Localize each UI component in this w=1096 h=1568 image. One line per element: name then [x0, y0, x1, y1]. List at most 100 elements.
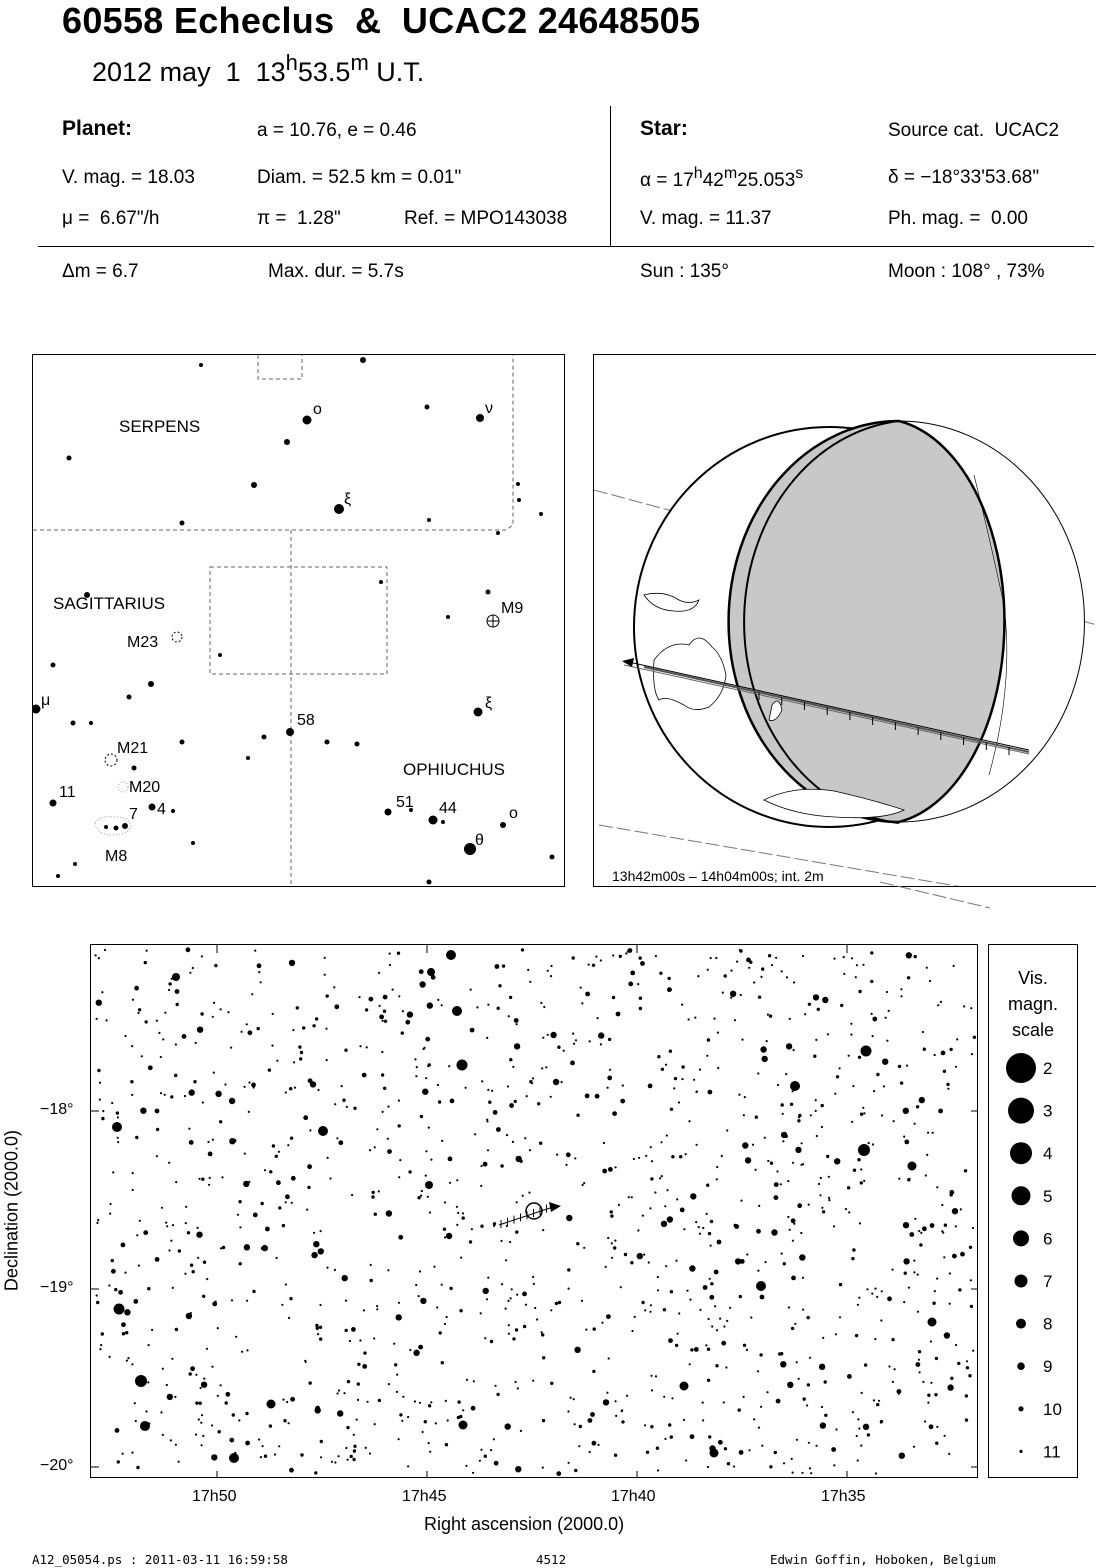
- field-star: [314, 1471, 318, 1475]
- field-star: [757, 1426, 761, 1429]
- dec-tick-label: −20°: [40, 1457, 74, 1474]
- field-star: [769, 1161, 774, 1165]
- field-star: [780, 1103, 784, 1107]
- field-star: [807, 1002, 812, 1006]
- field-star: [290, 1201, 293, 1204]
- field-star: [713, 1269, 719, 1275]
- field-star: [959, 1208, 962, 1211]
- field-star: [607, 1037, 612, 1042]
- field-star: [351, 1327, 356, 1332]
- field-star: [426, 1195, 429, 1198]
- field-star: [211, 1015, 214, 1018]
- field-star: [243, 1085, 246, 1088]
- field-star: [507, 1332, 510, 1335]
- field-star: [828, 1199, 831, 1202]
- field-star: [114, 1287, 118, 1292]
- field-star: [613, 1246, 617, 1250]
- field-star: [919, 1243, 923, 1247]
- field-star: [207, 1140, 210, 1144]
- field-star: [170, 1095, 174, 1099]
- star-label: 58: [297, 712, 315, 729]
- field-star: [860, 1391, 863, 1394]
- field-star: [534, 1306, 537, 1310]
- field-star: [494, 1384, 497, 1387]
- field-star: [734, 1224, 739, 1229]
- field-star: [206, 1278, 209, 1281]
- field-star: [679, 1155, 683, 1159]
- field-star: [955, 1343, 958, 1347]
- bright-star: [679, 1381, 689, 1391]
- field-star: [436, 1083, 439, 1087]
- field-star: [880, 1319, 883, 1322]
- field-star: [224, 1401, 228, 1405]
- field-star: [251, 1082, 256, 1088]
- field-star: [259, 981, 262, 984]
- field-star: [638, 1156, 641, 1159]
- field-star: [261, 1244, 268, 1252]
- field-star: [359, 1339, 362, 1342]
- field-star: [907, 1286, 911, 1289]
- field-star: [457, 1400, 461, 1404]
- field-star: [948, 1302, 951, 1305]
- field-star: [636, 1252, 643, 1260]
- field-star: [720, 1154, 723, 1158]
- field-star: [668, 987, 672, 992]
- field-star: [171, 1357, 174, 1360]
- field-stars: [94, 947, 977, 1476]
- field-star: [532, 1282, 535, 1285]
- field-star: [628, 981, 634, 987]
- field-star: [669, 1290, 674, 1294]
- field-star: [456, 1223, 459, 1226]
- field-star: [235, 1335, 238, 1338]
- magnitude-label: 4: [1043, 1144, 1052, 1163]
- field-star: [309, 1129, 312, 1132]
- star-label: ξ: [344, 491, 351, 508]
- field-star: [541, 1418, 546, 1423]
- field-star: [903, 1258, 910, 1265]
- field-star: [587, 1418, 593, 1423]
- earth-visibility-map: 13h42m00s – 14h04m00s; int. 2m: [593, 354, 1096, 887]
- field-star: [650, 1389, 654, 1392]
- field-star: [269, 1170, 273, 1174]
- field-star: [637, 983, 640, 986]
- field-star: [397, 1124, 401, 1128]
- field-star: [573, 1042, 576, 1045]
- field-star: [668, 1423, 672, 1427]
- field-star: [773, 1450, 777, 1455]
- field-star: [540, 1001, 543, 1004]
- field-star: [470, 1228, 473, 1231]
- star-label: M9: [501, 600, 523, 617]
- field-star: [573, 1423, 576, 1426]
- field-star: [924, 1174, 927, 1177]
- field-star: [188, 1089, 195, 1096]
- field-star: [483, 1454, 487, 1458]
- field-star: [943, 1256, 946, 1259]
- field-star: [401, 1419, 404, 1422]
- bright-star: [427, 968, 435, 976]
- field-star: [698, 1232, 702, 1235]
- field-star: [719, 1317, 722, 1320]
- field-star: [650, 1177, 654, 1181]
- field-star: [519, 1429, 522, 1432]
- field-star: [550, 1309, 553, 1312]
- field-star: [606, 1391, 609, 1394]
- field-star: [851, 1120, 854, 1123]
- globe-caption: 13h42m00s – 14h04m00s; int. 2m: [612, 868, 824, 884]
- field-star: [773, 1195, 779, 1200]
- field-star: [706, 1038, 711, 1042]
- planet-diam: Diam. = 52.5 km = 0.01": [257, 167, 462, 188]
- field-star: [596, 1017, 599, 1020]
- constellation-star: [33, 704, 41, 714]
- field-star: [480, 1184, 483, 1187]
- field-star: [147, 1065, 153, 1071]
- field-star: [540, 1331, 543, 1334]
- field-star: [487, 1276, 490, 1279]
- field-star: [289, 1467, 294, 1473]
- field-star: [750, 1316, 753, 1319]
- field-star: [866, 1288, 869, 1291]
- field-star: [137, 1011, 140, 1015]
- field-star: [188, 1127, 191, 1130]
- field-star: [135, 1135, 139, 1140]
- field-star: [188, 1372, 192, 1376]
- star-heading: Star:: [640, 117, 688, 140]
